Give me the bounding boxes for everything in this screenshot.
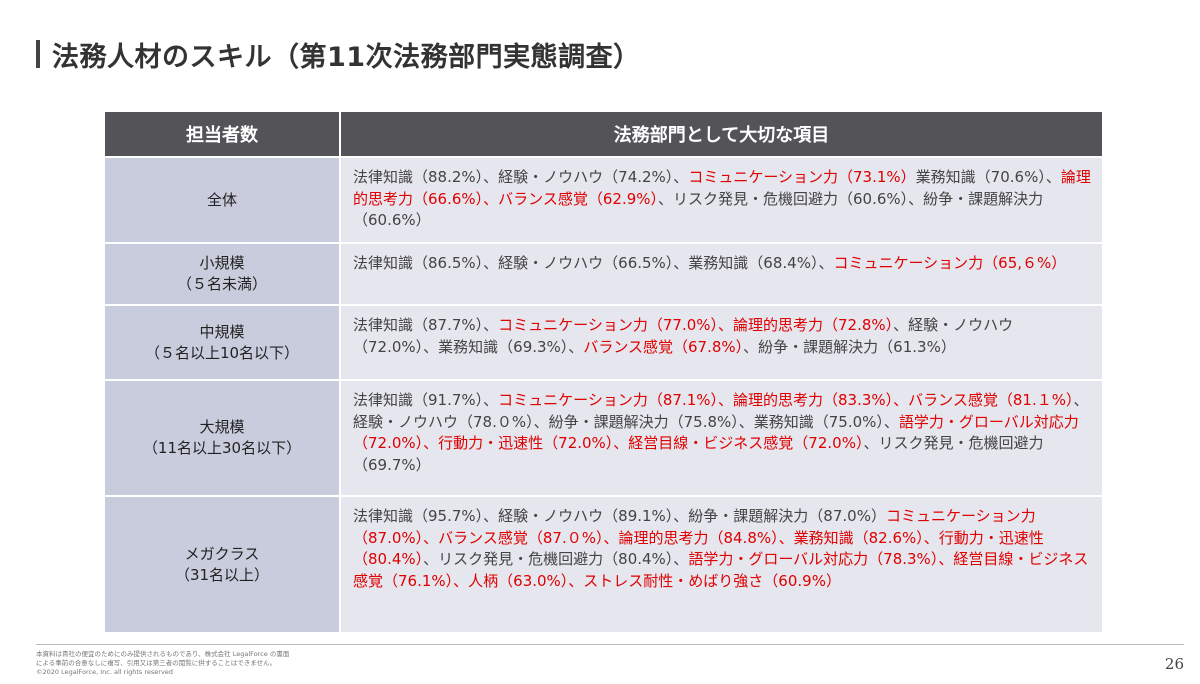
- skill-text: 、リスク発見・危機回避力（80.4%）、: [423, 550, 689, 568]
- category-line: 小規模: [199, 254, 245, 272]
- skill-text: 法律知識（95.7%）、経験・ノウハウ（89.1%）、紛争・課題解決力（87.0…: [353, 507, 886, 525]
- header-staff-count: 担当者数: [103, 110, 341, 158]
- table-row: 大規模 （11名以上30名以下） 法律知識（91.7%）、コミュニケーション力（87…: [103, 379, 1104, 497]
- highlighted-skill-text: 語学力・グローバル対応力（72.0%）、行動力・迅速性（72.0%）、経営目線・…: [353, 412, 1079, 453]
- skill-text: 、経験・ノウハウ（72.0%）、業務知識（69.3%）、: [353, 316, 1014, 356]
- table-row: 小規模 （５名未満） 法律知識（86.5%）、経験・ノウハウ（66.5%）、業務知識…: [103, 242, 1104, 306]
- highlighted-skill-text: 語学力・グローバル対応力（78.3%）、経営目線・ビジネス感覚（76.1%）、人…: [353, 550, 1089, 590]
- footer-disclaimer: 本資料は貴社の便宜のためにのみ提供されるものであり、株式会社 LegalForc…: [36, 650, 289, 677]
- skill-text: 法律知識（86.5%）、経験・ノウハウ（66.5%）、業務知識（68.4%）、: [353, 254, 834, 272]
- category-line: （５名未満）: [176, 275, 267, 293]
- skill-text: 、リスク発見・危機回避力（69.7%）: [353, 434, 1044, 474]
- row-skills: 法律知識（95.7%）、経験・ノウハウ（89.1%）、紛争・課題解決力（87.0…: [339, 495, 1104, 634]
- category-line: （11名以上30名以下）: [142, 439, 302, 457]
- page-title-area: 法務人材のスキル（第11次法務部門実態調査）: [36, 34, 641, 74]
- row-category: 中規模 （５名以上10名以下）: [103, 304, 341, 381]
- row-category: メガクラス （31名以上）: [103, 495, 341, 634]
- category-line: メガクラス: [184, 544, 260, 563]
- skills-table: 担当者数 法務部門として大切な項目 全体 法律知識（88.2%）、経験・ノウハウ（…: [103, 110, 1104, 634]
- category-line: 全体: [206, 190, 237, 209]
- header-important-items: 法務部門として大切な項目: [339, 110, 1104, 158]
- skill-text: 業務知識（70.6%）、: [915, 168, 1061, 186]
- row-skills: 法律知識（88.2%）、経験・ノウハウ（74.2%）、コミュニケーション力（73…: [339, 156, 1104, 244]
- page-number: 26: [1164, 655, 1184, 673]
- highlighted-skill-text: コミュニケーション力（65,６%）: [833, 254, 1067, 272]
- highlighted-skill-text: バランス感覚（67.8%）: [583, 337, 744, 356]
- footer-copyright: ©2020 LegalForce, Inc. all rights reserv…: [36, 668, 173, 676]
- highlighted-skill-text: コミュニケーション力（77.0%）、論理的思考力（72.8%）: [498, 316, 894, 334]
- skill-text: 、紛争・課題解決力（61.3%）: [743, 337, 956, 356]
- footer-line-1: 本資料は貴社の便宜のためにのみ提供されるものであり、株式会社 LegalForc…: [36, 650, 290, 658]
- page-title: 法務人材のスキル（第11次法務部門実態調査）: [52, 41, 641, 73]
- table-header-row: 担当者数 法務部門として大切な項目: [103, 110, 1104, 158]
- table-row: メガクラス （31名以上） 法律知識（95.7%）、経験・ノウハウ（89.1%）、紛…: [103, 495, 1104, 634]
- category-line: 中規模: [199, 322, 245, 341]
- highlighted-skill-text: コミュニケーション力（87.1%）、論理的思考力（83.3%）、バランス感覚（8…: [498, 391, 1074, 409]
- table-row: 中規模 （５名以上10名以下） 法律知識（87.7%）、コミュニケーション力（77.…: [103, 304, 1104, 381]
- table-row: 全体 法律知識（88.2%）、経験・ノウハウ（74.2%）、コミュニケーション力（…: [103, 156, 1104, 244]
- title-accent-bar: [36, 40, 40, 68]
- row-category: 小規模 （５名未満）: [103, 242, 341, 306]
- category-line: （５名以上10名以下）: [144, 343, 300, 362]
- footer-divider: [36, 644, 1184, 645]
- skill-text: 法律知識（88.2%）、経験・ノウハウ（74.2%）、: [353, 168, 689, 186]
- highlighted-skill-text: 論理的思考力（66.6%）、バランス感覚（62.9%）: [353, 168, 1091, 208]
- category-line: 大規模: [199, 418, 245, 436]
- footer-line-2: による事前の合意なしに複写、引用又は第三者の閲覧に供することはできません。: [36, 659, 277, 667]
- highlighted-skill-text: コミュニケーション力（73.1%）: [688, 168, 916, 186]
- category-line: （31名以上）: [174, 565, 270, 584]
- row-skills: 法律知識（91.7%）、コミュニケーション力（87.1%）、論理的思考力（83.…: [339, 379, 1104, 497]
- skill-text: 、経験・ノウハウ（78.０%）、紛争・課題解決力（75.8%）、業務知識（75.…: [353, 391, 1089, 431]
- row-skills: 法律知識（86.5%）、経験・ノウハウ（66.5%）、業務知識（68.4%）、コ…: [339, 242, 1104, 306]
- skill-text: 法律知識（91.7%）、: [353, 391, 499, 409]
- row-category: 大規模 （11名以上30名以下）: [103, 379, 341, 497]
- row-category: 全体: [103, 156, 341, 244]
- skill-text: 法律知識（87.7%）、: [353, 316, 499, 334]
- row-skills: 法律知識（87.7%）、コミュニケーション力（77.0%）、論理的思考力（72.…: [339, 304, 1104, 381]
- skill-text: 、リスク発見・危機回避力（60.6%）、紛争・課題解決力（60.6%）: [353, 189, 1044, 230]
- highlighted-skill-text: コミュニケーション力（87.0%）、バランス感覚（87.０%）、論理的思考力（8…: [353, 507, 1044, 568]
